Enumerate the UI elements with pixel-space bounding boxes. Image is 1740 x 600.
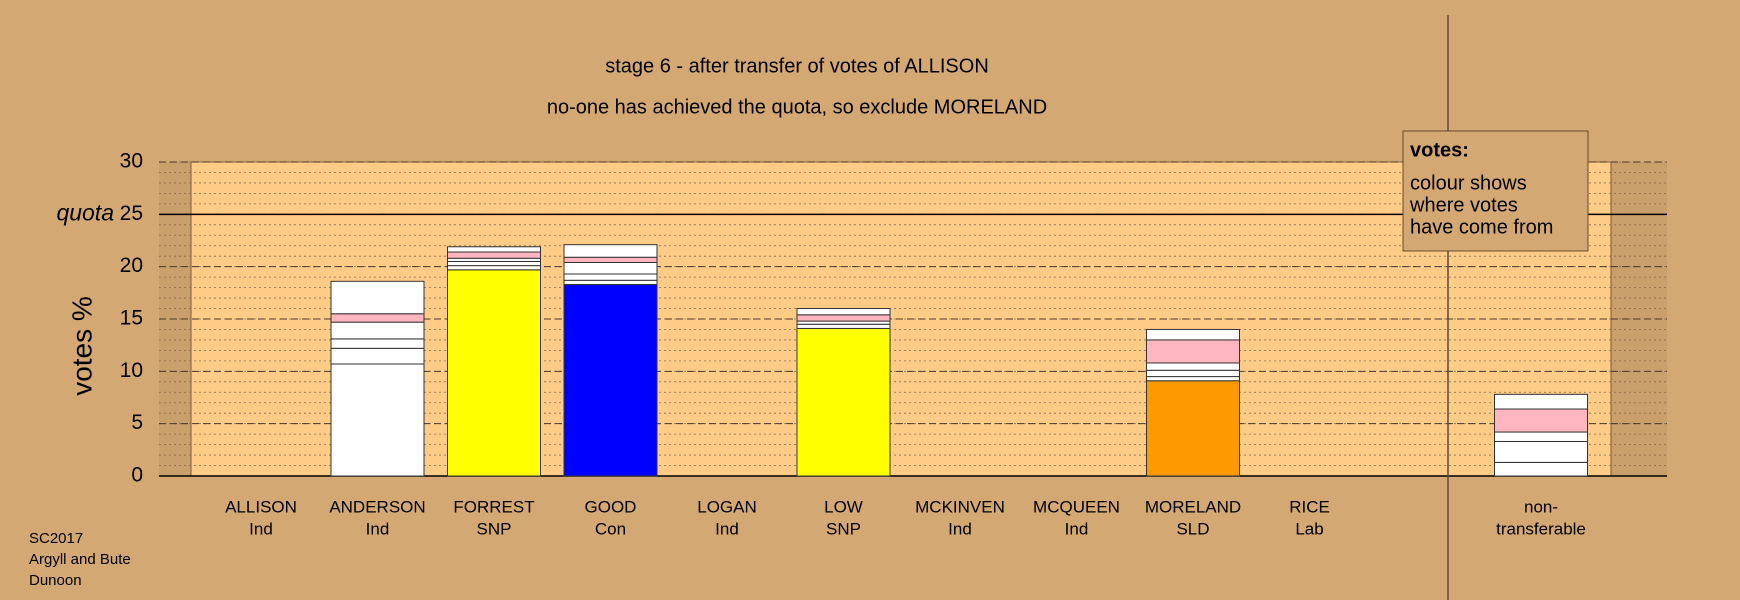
y-tick-label: 15 <box>120 307 143 330</box>
bar-segment <box>1146 376 1240 382</box>
bar-segment <box>1494 461 1588 477</box>
bar-segment <box>563 244 658 258</box>
quota-label: quota <box>56 199 114 225</box>
bar-segment <box>796 314 891 322</box>
y-tick-label: 0 <box>131 464 143 487</box>
x-tick-label: ALLISON <box>225 497 297 516</box>
legend-text: where votes <box>1409 194 1518 216</box>
x-tick-label: Ind <box>715 519 739 538</box>
bar-segment <box>796 327 891 477</box>
bar-segment <box>1494 440 1588 463</box>
x-tick-label: MCKINVEN <box>915 497 1005 516</box>
footer-text: Dunoon <box>29 572 82 589</box>
x-tick-label: MORELAND <box>1145 497 1241 516</box>
x-tick-label: non- <box>1524 497 1558 516</box>
chart-subtitle: no-one has achieved the quota, so exclud… <box>547 96 1047 118</box>
y-tick-label: 5 <box>131 411 143 434</box>
x-tick-label: transferable <box>1496 519 1586 538</box>
y-tick-label: 20 <box>120 254 143 277</box>
bar-segment <box>1146 369 1240 378</box>
x-tick-label: LOGAN <box>697 497 757 516</box>
footer-text: Argyll and Bute <box>29 551 131 568</box>
bar-segment <box>447 269 541 477</box>
x-tick-label: Ind <box>249 519 273 538</box>
legend-text: colour shows <box>1410 172 1527 194</box>
x-tick-label: Con <box>595 519 626 538</box>
bar-segment <box>563 279 658 285</box>
bar-segment <box>330 338 425 349</box>
x-tick-label: Ind <box>948 519 972 538</box>
bar-segment <box>330 321 425 340</box>
bar-segment <box>1146 362 1240 371</box>
legend-text: have come from <box>1410 216 1553 238</box>
bar-segment <box>563 283 658 477</box>
bar-segment <box>563 273 658 281</box>
bar-segment <box>447 260 541 267</box>
x-tick-label: Ind <box>1065 519 1089 538</box>
bar-segment <box>563 261 658 275</box>
footer-text: SC2017 <box>29 530 83 547</box>
chart-title: stage 6 - after transfer of votes of ALL… <box>605 55 989 77</box>
bar-segment <box>1146 328 1240 341</box>
x-tick-label: RICE <box>1289 497 1330 516</box>
bar-segment <box>563 256 658 263</box>
bar-segment <box>1146 380 1240 477</box>
x-tick-label: SNP <box>477 519 512 538</box>
bar-segment <box>330 347 425 365</box>
x-tick-label: MCQUEEN <box>1033 497 1120 516</box>
bar-segment <box>1146 339 1240 364</box>
bar-segment <box>796 308 891 316</box>
bar-segment <box>330 363 425 477</box>
y-tick-label: 30 <box>120 150 143 173</box>
x-tick-label: Lab <box>1295 519 1323 538</box>
bar-segment <box>1494 393 1588 410</box>
x-tick-label: ANDERSON <box>329 497 425 516</box>
bar-segment <box>447 246 541 253</box>
legend-box <box>1402 130 1589 252</box>
bar-segment <box>330 280 425 315</box>
x-tick-label: SLD <box>1176 519 1209 538</box>
y-axis-label: votes % <box>66 296 97 396</box>
x-tick-label: SNP <box>826 519 861 538</box>
bar-segment <box>447 251 541 259</box>
bar-segment <box>447 265 541 271</box>
y-tick-label: 10 <box>120 359 143 382</box>
bar-segment <box>330 313 425 323</box>
x-tick-label: Ind <box>366 519 390 538</box>
bar-segment <box>796 323 891 329</box>
legend-title: votes: <box>1410 139 1469 161</box>
x-tick-label: FORREST <box>453 497 534 516</box>
y-tick-label: 25 <box>120 202 143 225</box>
bar-segment <box>1494 431 1588 442</box>
bar-segment <box>1494 408 1588 433</box>
x-tick-label: GOOD <box>585 497 637 516</box>
x-tick-label: LOW <box>824 497 863 516</box>
